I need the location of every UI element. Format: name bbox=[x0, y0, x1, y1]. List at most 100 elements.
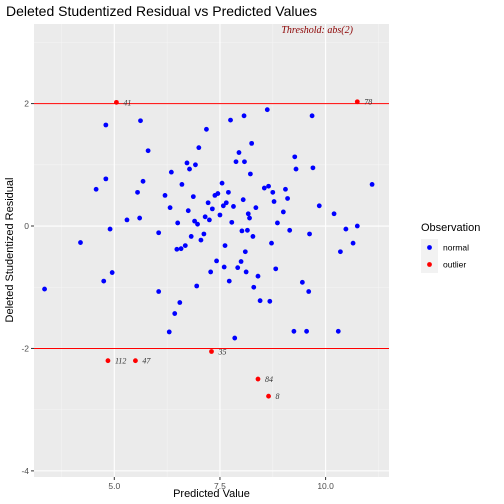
normal-point bbox=[175, 220, 181, 226]
normal-point bbox=[287, 227, 293, 233]
outlier-point bbox=[255, 376, 261, 382]
normal-point bbox=[103, 176, 109, 182]
outlier-point bbox=[209, 349, 214, 354]
normal-point bbox=[271, 199, 277, 204]
normal-point bbox=[264, 107, 270, 113]
normal-point bbox=[242, 249, 248, 255]
normal-point bbox=[226, 189, 231, 195]
normal-point bbox=[177, 300, 183, 305]
normal-point bbox=[223, 200, 229, 206]
y-tick-label: 2 bbox=[24, 99, 29, 109]
normal-point bbox=[174, 246, 180, 252]
normal-point bbox=[245, 227, 250, 233]
normal-point bbox=[192, 218, 197, 224]
normal-point bbox=[188, 234, 194, 239]
normal-point bbox=[267, 298, 273, 304]
normal-point bbox=[228, 117, 233, 123]
normal-point bbox=[214, 258, 219, 264]
normal-point bbox=[350, 240, 356, 246]
y-tick-label: -2 bbox=[21, 343, 29, 353]
normal-point bbox=[190, 194, 196, 200]
chart-title: Deleted Studentized Residual vs Predicte… bbox=[6, 3, 317, 19]
outlier-point bbox=[133, 358, 138, 364]
normal-point bbox=[247, 215, 252, 221]
normal-point bbox=[307, 231, 312, 237]
outlier-point-label: 8 bbox=[276, 392, 280, 401]
x-tick-label: 7.5 bbox=[214, 481, 226, 491]
normal-point bbox=[219, 180, 225, 186]
normal-point bbox=[42, 286, 47, 292]
normal-point bbox=[238, 259, 244, 264]
normal-point bbox=[280, 209, 286, 215]
normal-point bbox=[178, 246, 184, 252]
normal-point bbox=[273, 266, 279, 272]
normal-point bbox=[220, 203, 226, 209]
normal-point bbox=[269, 240, 274, 246]
normal-point bbox=[135, 189, 140, 195]
normal-point bbox=[255, 273, 261, 279]
normal-point bbox=[168, 169, 174, 175]
normal-point bbox=[215, 191, 221, 196]
normal-point bbox=[101, 278, 107, 284]
normal-point bbox=[222, 243, 228, 249]
normal-point bbox=[243, 269, 249, 275]
normal-point bbox=[316, 203, 322, 209]
normal-point bbox=[337, 249, 343, 255]
normal-point bbox=[166, 329, 172, 335]
normal-point bbox=[239, 228, 245, 234]
normal-point bbox=[172, 311, 178, 316]
minor-gridlines bbox=[34, 24, 389, 477]
normal-point bbox=[226, 278, 232, 284]
normal-point bbox=[198, 237, 204, 243]
normal-point bbox=[270, 189, 276, 195]
normal-point bbox=[185, 208, 191, 214]
y-axis-title: Deleted Studentized Residual bbox=[4, 178, 16, 323]
normal-point bbox=[235, 265, 241, 271]
normal-point bbox=[236, 150, 242, 155]
normal-point bbox=[109, 270, 115, 275]
normal-point bbox=[299, 279, 305, 285]
y-tick-label: 0 bbox=[24, 221, 29, 231]
normal-point bbox=[293, 166, 299, 172]
normal-point bbox=[343, 226, 349, 232]
normal-point bbox=[354, 223, 360, 229]
outlier-point-label: 47 bbox=[142, 357, 151, 366]
normal-point bbox=[231, 204, 236, 209]
normal-point bbox=[138, 118, 143, 124]
y-axis-ticks: -4 -2 0 2 bbox=[21, 99, 34, 476]
panel-background bbox=[34, 24, 389, 477]
normal-point bbox=[266, 183, 271, 189]
outlier-point bbox=[105, 358, 111, 364]
normal-point bbox=[206, 217, 212, 223]
normal-point bbox=[124, 217, 130, 223]
normal-point bbox=[202, 214, 208, 220]
normal-point bbox=[331, 211, 337, 217]
normal-point bbox=[217, 212, 223, 218]
normal-point bbox=[249, 140, 255, 146]
threshold-lines bbox=[34, 103, 389, 349]
legend-title: Observation bbox=[421, 222, 480, 234]
normal-point bbox=[201, 231, 207, 237]
normal-point bbox=[304, 328, 309, 334]
legend: Observation normal outlier bbox=[421, 222, 480, 273]
normal-point bbox=[247, 171, 253, 177]
normal-point bbox=[145, 148, 151, 154]
normal-point bbox=[369, 181, 375, 187]
normal-point bbox=[209, 206, 215, 212]
legend-label-normal: normal bbox=[443, 243, 469, 253]
normal-point bbox=[107, 226, 113, 232]
plot-panel: 41 78 35 112 47 848 Threshold: abs(2) bbox=[34, 24, 389, 477]
legend-key-outlier bbox=[427, 262, 432, 267]
normal-point bbox=[251, 284, 257, 290]
normal-point bbox=[232, 335, 238, 341]
normal-point bbox=[292, 154, 298, 160]
normal-point bbox=[242, 159, 247, 165]
normal-point bbox=[221, 264, 227, 270]
outlier-point-label: 112 bbox=[115, 357, 126, 366]
x-axis-ticks: 5.0 7.5 10.0 bbox=[108, 477, 334, 491]
outlier-point-label: 84 bbox=[265, 375, 273, 384]
normal-point bbox=[233, 159, 239, 165]
data-points: 41 78 35 112 47 848 bbox=[42, 98, 375, 401]
normal-point bbox=[196, 145, 202, 151]
